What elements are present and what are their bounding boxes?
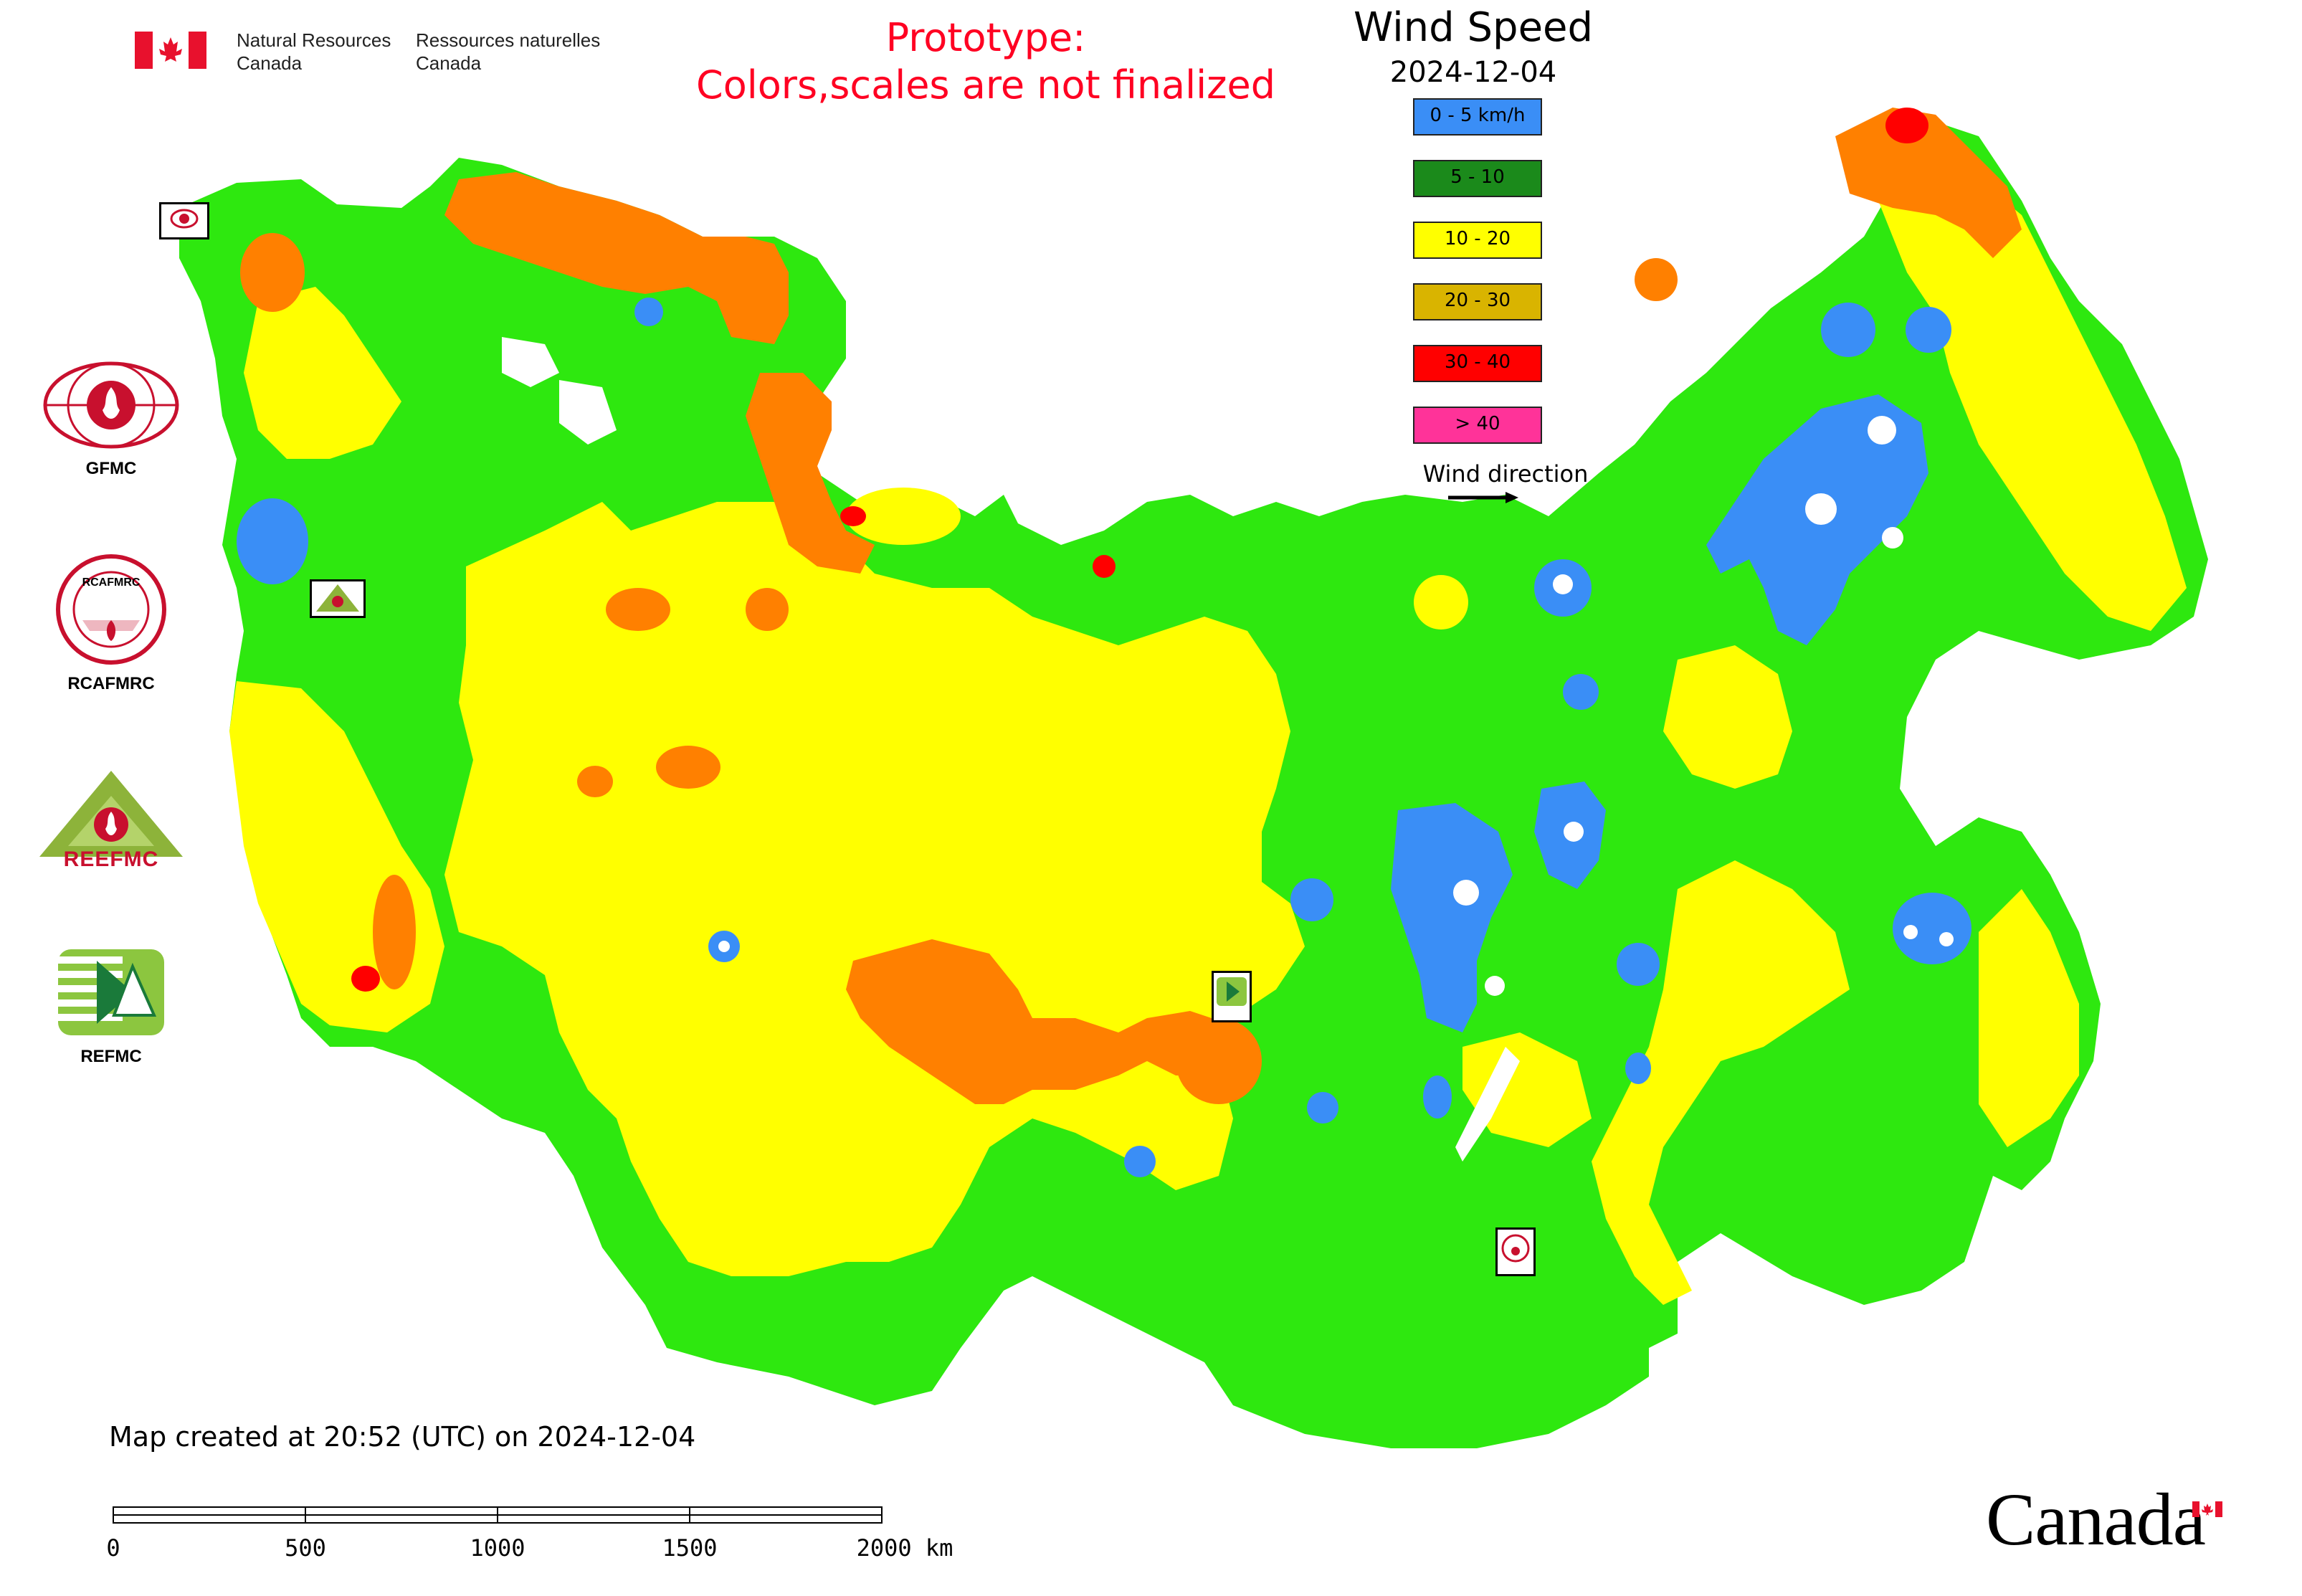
scale-label-1500: 1500 [662,1534,718,1562]
legend-swatch-5 [1413,407,1542,444]
legend-swatches [1413,98,1542,444]
red-zones [351,108,1928,992]
gfmc-station-marker[interactable] [159,202,209,239]
refmc-logo: REFMC [29,946,194,1067]
legend-label-4: 30 - 40 [1444,351,1511,373]
refmc-emblem-icon [58,949,164,1035]
scale-bar [113,1506,883,1524]
legend-label-5: > 40 [1455,413,1500,434]
rcafmrc-label: RCAFMRC [67,674,155,693]
nrcan-french: Ressources naturelles Canada [416,29,601,74]
scale-label-0: 0 [106,1534,120,1562]
wind-direction-label: Wind direction [1422,460,1589,488]
rcafmrc-station-marker[interactable] [1495,1227,1536,1276]
legend-label-2: 10 - 20 [1444,228,1511,250]
legend-swatch-2 [1413,222,1542,259]
canada-flag-icon [135,32,206,69]
refmc-label: REFMC [80,1047,142,1066]
canada-wordmark-flag-icon [2192,1501,2222,1517]
reefmc-emblem-icon [39,771,183,857]
nrcan-signature: Natural Resources Canada Ressources natu… [135,29,608,75]
refmc-station-marker[interactable] [1212,971,1252,1022]
scale-label-2000: 2000 km [856,1534,953,1562]
prototype-line-2: Colors,scales are not finalized [696,62,1275,108]
reefmc-label: REEFMC [63,847,159,871]
legend-label-0: 0 - 5 km/h [1430,105,1526,126]
scale-label-1000: 1000 [470,1534,525,1562]
rcafmrc-emblem-icon [56,554,166,665]
legend-swatch-3 [1413,283,1542,320]
legend-swatch-1 [1413,160,1542,197]
gfmc-emblem-icon [43,361,179,449]
legend-title: Wind Speed [1353,4,1594,51]
lakes [502,337,1954,1162]
reefmc-logo: REEFMC [29,767,194,871]
legend-label-3: 20 - 30 [1444,290,1511,311]
gfmc-label: GFMC [85,459,137,478]
rcafmrc-logo: RCAFMRC RCAFMRC [29,552,194,694]
map-created-timestamp: Map created at 20:52 (UTC) on 2024-12-04 [109,1421,696,1453]
nrcan-english: Natural Resources Canada [237,29,391,74]
prototype-notice: Prototype: Colors,scales are not finaliz… [674,14,1298,109]
legend-swatch-0 [1413,98,1542,136]
legend-date: 2024-12-04 [1389,56,1557,89]
scale-label-500: 500 [285,1534,326,1562]
wind-direction-arrow-icon [1448,492,1518,503]
gfmc-logo: GFMC [29,358,194,479]
reefmc-station-marker[interactable] [310,579,366,618]
rcafmrc-inner-label: RCAFMRC [82,576,141,589]
legend-label-1: 5 - 10 [1450,166,1505,188]
canada-wordmark: Canada [1986,1478,2206,1561]
orange-zones [240,108,2022,1104]
prototype-line-1: Prototype: [885,15,1086,60]
legend-swatch-4 [1413,345,1542,382]
